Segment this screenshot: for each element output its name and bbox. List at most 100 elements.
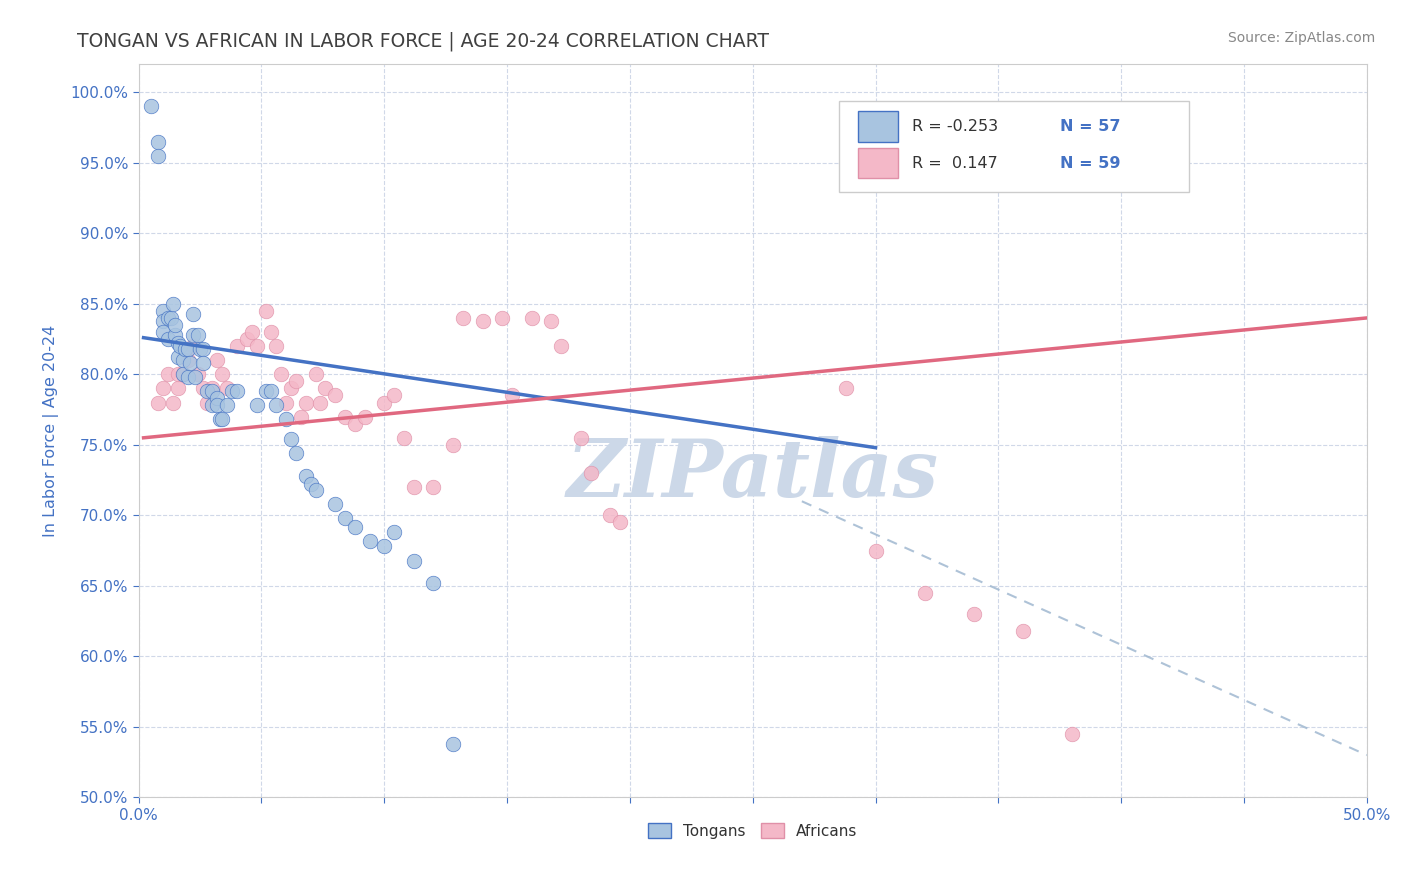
- Point: [201, 381, 224, 395]
- Point: [177, 353, 200, 368]
- Point: [152, 304, 174, 318]
- Point: [162, 395, 184, 409]
- Point: [167, 351, 190, 365]
- Y-axis label: In Labor Force | Age 20-24: In Labor Force | Age 20-24: [44, 325, 59, 537]
- Point: [188, 342, 211, 356]
- Point: [177, 370, 200, 384]
- Point: [294, 395, 316, 409]
- Point: [333, 409, 356, 424]
- Point: [152, 381, 174, 395]
- Point: [162, 297, 184, 311]
- Point: [323, 388, 346, 402]
- Point: [299, 477, 322, 491]
- Point: [177, 342, 200, 356]
- Point: [264, 339, 287, 353]
- Point: [353, 409, 375, 424]
- Point: [274, 412, 297, 426]
- Point: [157, 310, 180, 325]
- Point: [167, 336, 190, 351]
- Point: [914, 586, 936, 600]
- Point: [569, 431, 592, 445]
- Point: [382, 525, 405, 540]
- Point: [245, 339, 267, 353]
- Point: [343, 519, 366, 533]
- Point: [609, 516, 631, 530]
- Point: [373, 540, 395, 554]
- Point: [274, 395, 297, 409]
- FancyBboxPatch shape: [858, 111, 897, 142]
- Point: [207, 353, 229, 368]
- Point: [167, 368, 190, 382]
- Point: [422, 480, 444, 494]
- Point: [221, 384, 243, 399]
- Point: [201, 398, 224, 412]
- Point: [290, 409, 312, 424]
- Point: [579, 466, 602, 480]
- Point: [284, 446, 307, 460]
- Point: [148, 149, 170, 163]
- Point: [157, 332, 180, 346]
- Point: [225, 384, 247, 399]
- Point: [165, 327, 187, 342]
- Point: [181, 339, 204, 353]
- Point: [491, 310, 513, 325]
- Point: [207, 398, 229, 412]
- Point: [172, 368, 194, 382]
- Point: [260, 325, 283, 339]
- Text: N = 59: N = 59: [1060, 155, 1121, 170]
- Point: [314, 381, 336, 395]
- Point: [550, 339, 572, 353]
- Point: [191, 381, 214, 395]
- Point: [963, 607, 986, 621]
- Point: [217, 381, 239, 395]
- Point: [211, 368, 233, 382]
- Point: [254, 304, 277, 318]
- Point: [172, 368, 194, 382]
- Point: [441, 438, 464, 452]
- Point: [240, 325, 263, 339]
- Point: [165, 318, 187, 332]
- Point: [451, 310, 474, 325]
- Point: [343, 417, 366, 431]
- Point: [270, 368, 292, 382]
- Point: [1012, 624, 1035, 638]
- Point: [181, 327, 204, 342]
- FancyBboxPatch shape: [839, 101, 1188, 193]
- Point: [284, 375, 307, 389]
- Point: [254, 384, 277, 399]
- Point: [294, 469, 316, 483]
- Point: [191, 342, 214, 356]
- Point: [359, 533, 381, 548]
- Point: [422, 576, 444, 591]
- Point: [179, 356, 201, 370]
- Point: [392, 431, 415, 445]
- Point: [373, 395, 395, 409]
- Point: [599, 508, 621, 523]
- Point: [280, 381, 302, 395]
- Point: [148, 135, 170, 149]
- Text: TONGAN VS AFRICAN IN LABOR FORCE | AGE 20-24 CORRELATION CHART: TONGAN VS AFRICAN IN LABOR FORCE | AGE 2…: [77, 31, 769, 51]
- Point: [187, 368, 209, 382]
- Point: [501, 388, 523, 402]
- Point: [167, 381, 190, 395]
- Point: [471, 314, 494, 328]
- Point: [191, 356, 214, 370]
- Point: [217, 398, 239, 412]
- Point: [309, 395, 332, 409]
- Point: [187, 327, 209, 342]
- Point: [402, 480, 425, 494]
- Point: [197, 384, 219, 399]
- Text: R =  0.147: R = 0.147: [912, 155, 998, 170]
- Point: [323, 497, 346, 511]
- Point: [382, 388, 405, 402]
- Point: [280, 432, 302, 446]
- FancyBboxPatch shape: [858, 148, 897, 178]
- Point: [304, 368, 326, 382]
- Text: Source: ZipAtlas.com: Source: ZipAtlas.com: [1227, 31, 1375, 45]
- Point: [520, 310, 543, 325]
- Point: [159, 310, 181, 325]
- Point: [304, 483, 326, 497]
- Point: [402, 553, 425, 567]
- Point: [152, 314, 174, 328]
- Point: [201, 384, 224, 399]
